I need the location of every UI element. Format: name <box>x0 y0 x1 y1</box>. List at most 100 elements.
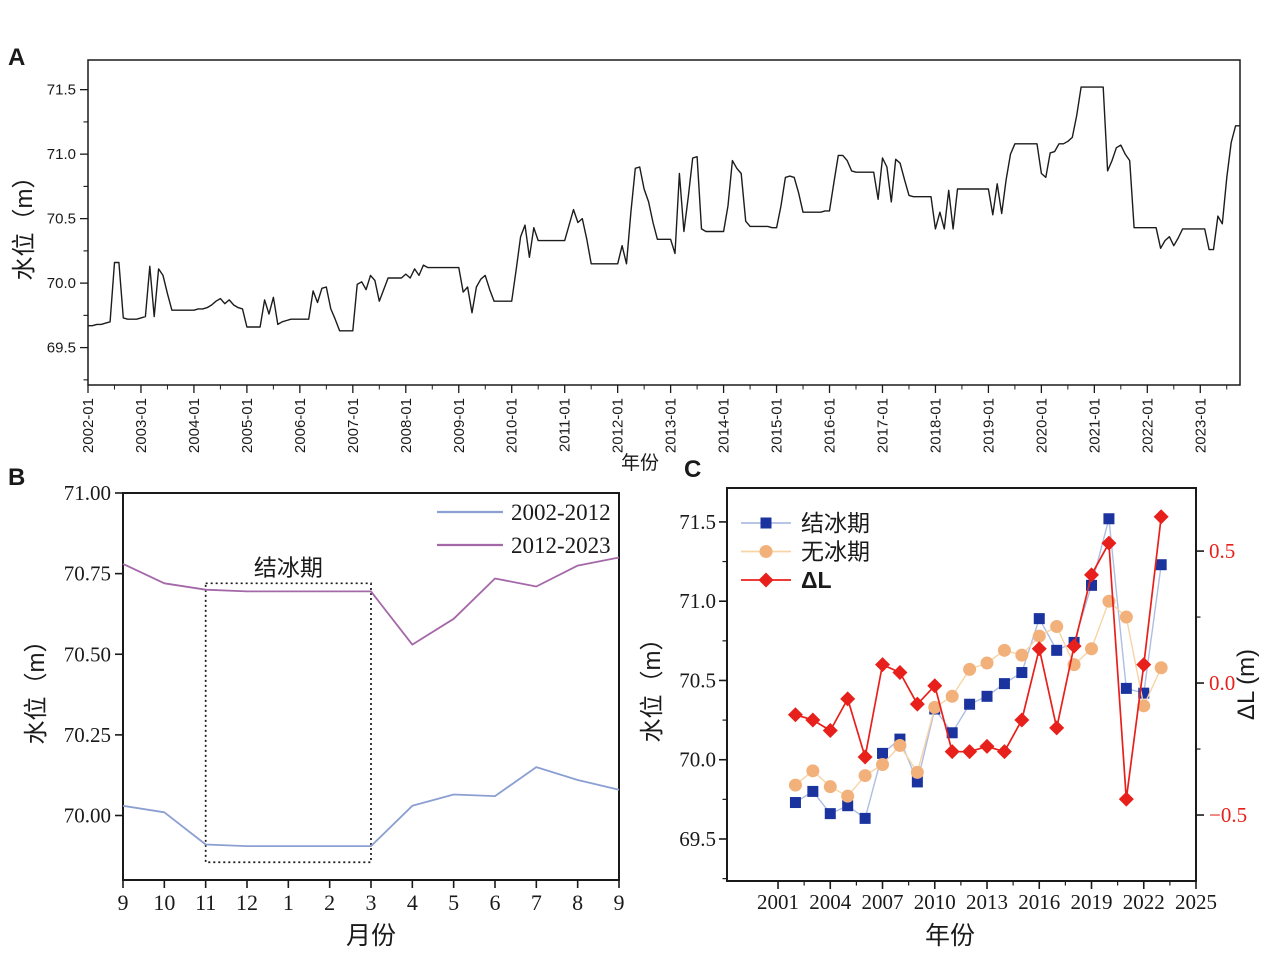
panel-c-marker-square <box>911 776 923 788</box>
panel-b-xtick-label: 4 <box>407 890 418 915</box>
panel-c-marker-diamond <box>1136 657 1152 673</box>
panel-a-xtick-label: 2010-01 <box>504 398 521 453</box>
panel-c-marker-square <box>877 747 889 759</box>
panel-c-marker-diamond <box>996 744 1012 760</box>
panel-c-marker-circle <box>928 700 942 714</box>
panel-c-series-line-结冰期 <box>795 518 1162 820</box>
panel-c-left-yaxis-title: 水位（m） <box>639 627 666 743</box>
panel-c-right-ytick-label: 0.5 <box>1209 539 1235 563</box>
panel-c-series-line-ΔL <box>795 516 1163 801</box>
panel-a-xtick-label: 2018-01 <box>927 398 944 453</box>
panel-c-marker-circle <box>876 757 890 771</box>
panel-c-marker-circle <box>806 764 820 778</box>
panel-c-marker-square <box>1086 579 1098 591</box>
panel-c-marker-square <box>998 678 1010 690</box>
panel-c-marker-square <box>824 808 836 820</box>
panel-c-marker-diamond <box>979 738 995 754</box>
panel-c-xtick-label: 2004 <box>809 890 852 914</box>
panel-c-legend-marker <box>760 517 772 529</box>
panel-b-ytick-label: 70.50 <box>64 642 111 666</box>
panel-a-xtick-label: 2019-01 <box>980 398 997 453</box>
panel-b-ytick-label: 70.25 <box>64 723 111 747</box>
panel-c-marker-diamond <box>1014 712 1030 728</box>
panel-c-marker-circle <box>1085 642 1099 656</box>
panel-c-left-ytick-label: 71.0 <box>679 589 716 613</box>
panel-c-legend-label: 结冰期 <box>801 510 870 536</box>
panel-c-marker-diamond <box>1049 720 1065 736</box>
panel-c-xtick-label: 2016 <box>1018 890 1060 914</box>
panel-b-xtick-label: 12 <box>236 890 258 915</box>
panel-a-xtick-label: 2022-01 <box>1139 398 1156 453</box>
panel-c-frame <box>726 487 1197 882</box>
panel-b-xaxis-title: 月份 <box>346 922 396 950</box>
panel-c-marker-circle <box>997 643 1011 657</box>
panel-c-marker-circle <box>858 769 872 783</box>
panel-c-marker-square <box>789 797 801 809</box>
panel-c-marker-circle <box>893 738 907 752</box>
panel-c-marker-diamond <box>1101 535 1117 551</box>
panel-c-series-line-无冰期 <box>794 600 1162 797</box>
panel-b-xtick-label: 8 <box>572 890 583 915</box>
panel-c-marker-diamond <box>1066 638 1082 654</box>
panel-c-marker-square <box>1103 513 1115 525</box>
panel-c-marker-square <box>1016 667 1028 679</box>
panel-b-ice-period-label: 结冰期 <box>254 554 323 580</box>
panel-b-xtick-label: 7 <box>531 890 542 915</box>
panel-c-marker-square <box>964 698 976 710</box>
panel-c-marker-circle <box>910 765 924 779</box>
panel-c-marker-square <box>842 800 854 812</box>
panel-b-legend-label: 2012-2023 <box>511 533 611 558</box>
panel-b-xtick-label: 6 <box>490 890 501 915</box>
panel-b-ytick-label: 71.00 <box>64 481 111 505</box>
panel-c-marker-diamond <box>909 696 925 712</box>
panel-a-xtick-label: 2004-01 <box>186 398 203 453</box>
panel-c-marker-diamond <box>1118 791 1134 807</box>
panel-c-left-ytick-label: 71.5 <box>679 510 716 534</box>
panel-a-xtick-label: 2023-01 <box>1192 398 1209 453</box>
panel-c-xtick-label: 2022 <box>1123 890 1165 914</box>
panel-b-series-line-2012-2023 <box>122 556 620 646</box>
panel-c-marker-square <box>1120 682 1132 694</box>
panel-a-ytick-label: 70.5 <box>47 211 76 228</box>
panel-c-marker-square <box>807 785 819 797</box>
panel-b-series-line-2002-2012 <box>122 766 620 847</box>
panel-c-marker-circle <box>1137 699 1151 713</box>
panel-a-xtick-label: 2002-01 <box>80 398 97 453</box>
panel-a-xtick-label: 2012-01 <box>610 398 627 453</box>
panel-c-right-ytick-label: −0.5 <box>1209 803 1247 827</box>
panel-c-marker-circle <box>788 778 802 792</box>
panel-a-xtick-label: 2008-01 <box>398 398 415 453</box>
panel-c-marker-circle <box>1032 629 1046 643</box>
panel-c-marker-circle <box>841 789 855 803</box>
panel-a-ytick-label: 69.5 <box>47 340 76 357</box>
panel-b-xtick-label: 2 <box>324 890 335 915</box>
panel-c-xtick-label: 2001 <box>757 890 799 914</box>
panel-a-waterlevel-line <box>88 86 1240 332</box>
panel-b-xtick-label: 1 <box>283 890 294 915</box>
panel-a-ytick-label: 71.5 <box>47 82 76 99</box>
panel-a-yaxis-title: 水位（m） <box>11 165 38 281</box>
panel-c-legend-label: ΔL <box>801 567 832 593</box>
panel-c-legend-label: 无冰期 <box>801 539 870 565</box>
panel-c-right-yaxis-title: ΔL (m) <box>1233 649 1260 720</box>
panel-c-marker-diamond <box>944 744 960 760</box>
panel-c-marker-square <box>1155 559 1167 571</box>
panel-c-marker-square <box>1138 687 1150 699</box>
panel-a-xtick-label: 2020-01 <box>1033 398 1050 453</box>
panel-c-marker-circle <box>823 780 837 794</box>
panel-c-marker-circle <box>980 656 994 670</box>
panel-c-marker-diamond <box>840 691 856 707</box>
panel-a-xtick-label: 2003-01 <box>133 398 150 453</box>
panel-b-xtick-label: 3 <box>366 890 377 915</box>
panel-c-marker-diamond <box>822 723 838 739</box>
panel-b-ytick-label: 70.75 <box>64 562 111 586</box>
panel-a-xtick-label: 2005-01 <box>239 398 256 453</box>
panel-c-marker-square <box>981 690 993 702</box>
panel-a-xtick-label: 2014-01 <box>716 398 733 453</box>
panel-c-marker-diamond <box>805 712 821 728</box>
panel-label-a: A <box>8 44 26 71</box>
panel-a-xtick-label: 2017-01 <box>874 398 891 453</box>
panel-c-marker-circle <box>1154 661 1168 675</box>
panel-b-xtick-label: 5 <box>448 890 459 915</box>
